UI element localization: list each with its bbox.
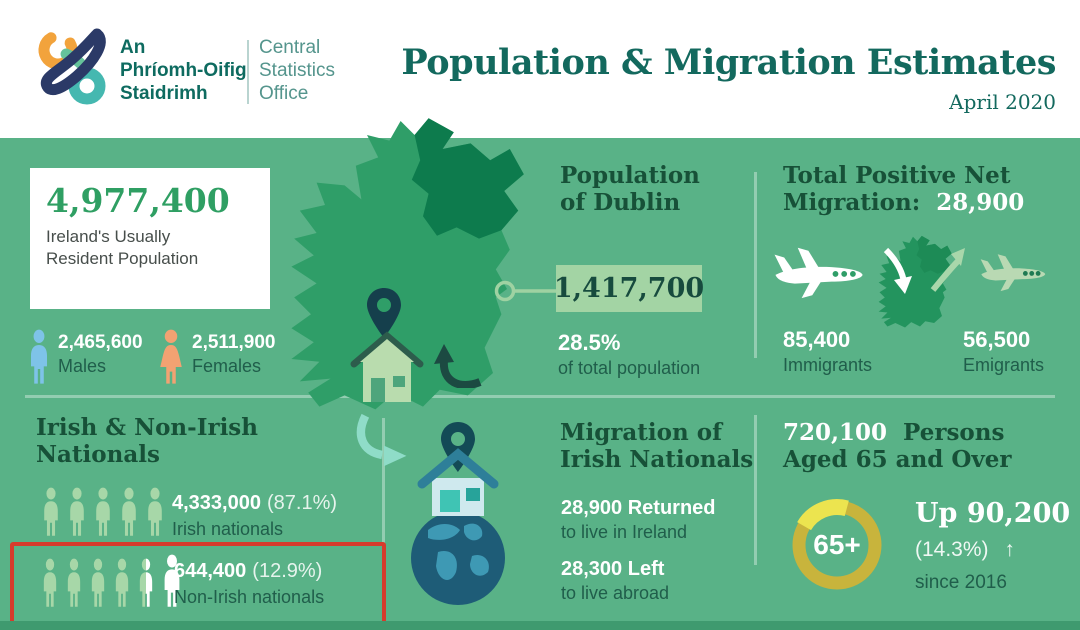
cso-logo-icon [38,28,106,105]
horizontal-divider [25,395,1055,398]
dublin-value: 1,417,700 [553,273,705,304]
dublin-pct-label: of total population [558,358,701,378]
net-migration-heading-line2: Migration: 28,900 [783,188,1025,217]
net-migration-prefix: Migration: [783,188,921,216]
org-english-line: Statistics [259,60,336,81]
person-icon [40,487,62,537]
aged65-up-value: Up 90,200 [915,498,1071,529]
non-irish-nationals-label: Non-Irish nationals [174,587,325,607]
aged65-heading-line1: 720,100 Persons [783,419,1012,447]
returned-label: to live in Ireland [561,522,688,542]
aged65-donut-icon [792,499,882,590]
dublin-heading: Population of Dublin [560,162,700,216]
emigration-plane-icon [975,250,1053,294]
resident-label-line: Resident Population [46,249,199,269]
female-icon [156,329,186,385]
non-irish-nationals-value: 644,400 (12.9%) [174,560,322,583]
inward-arrow-icon [883,247,912,294]
males-value: 2,465,600 [58,332,143,353]
left-label: to live abroad [561,583,670,603]
resident-label-line: Ireland's Usually [46,227,171,246]
net-migration-heading-line1: Total Positive Net [783,162,1011,189]
logo-divider [247,40,249,104]
male-icon [26,329,52,385]
person-icon [144,487,166,537]
irish-migration-heading-line: Irish Nationals [560,445,754,473]
org-english-line: Central [259,37,321,58]
vertical-divider-bottom-left [382,418,385,603]
dublin-heading-line: of Dublin [560,188,681,216]
aged65-value: 720,100 [783,419,888,446]
irish-nationals-pictogram [40,487,166,537]
org-irish-line: Staidrimh [120,83,208,104]
emigrate-arrow-icon [356,413,407,467]
irish-nationals-label: Irish nationals [172,519,284,539]
outward-arrow-icon [930,248,965,292]
aged65-up-pct: (14.3%) [915,538,989,561]
vertical-divider-bottom-right [754,415,757,565]
nationals-heading-line: Nationals [36,440,160,468]
highlight-annotation-box [10,542,386,626]
females-value: 2,511,900 [192,332,276,353]
house-icon [350,331,424,402]
org-name-english: Central Statistics Office [259,36,335,105]
emigrants-label: Emigrants [963,355,1045,375]
net-migration-heading: Total Positive Net Migration: 28,900 [783,162,1025,217]
immigrants-label: Immigrants [783,355,873,375]
immigration-plane-icon [770,242,870,302]
aged65-badge: 65+ [813,529,861,560]
aged65-up-pct-row: (14.3%) ↑ [915,538,1015,562]
irish-pct: (87.1%) [266,492,338,514]
globe-house-icon [411,422,505,605]
aged65-heading-line2: Aged 65 and Over [783,445,1012,473]
page-title: Population & Migration Estimates [401,42,1056,83]
header-bar: An Phríomh-Oifig Staidrimh Central Stati… [0,0,1080,138]
resident-population-label: Ireland's Usually Resident Population [46,226,254,271]
org-english-line: Office [259,83,309,104]
net-migration-value: 28,900 [936,188,1025,216]
dublin-callout-connector [494,280,558,302]
person-icon [92,487,114,537]
org-irish-line: Phríomh-Oifig [120,60,247,81]
return-arrow-icon [434,344,482,388]
org-name-irish: An Phríomh-Oifig Staidrimh [120,36,247,105]
person-icon [118,487,140,537]
aged65-rest: Persons [903,419,1005,446]
date-label: April 2020 [949,90,1056,114]
org-irish-line: An [120,37,146,58]
returned-value: 28,900 Returned [561,497,716,519]
aged65-heading: 720,100 Persons Aged 65 and Over [783,419,1012,473]
resident-population-value: 4,977,400 [46,181,230,220]
males-label: Males [58,356,107,376]
emigrants-value: 56,500 [963,327,1031,352]
person-icon [66,487,88,537]
vertical-divider-top [754,172,757,358]
resident-population-card: 4,977,400 Ireland's Usually Resident Pop… [30,168,270,309]
left-value: 28,300 Left [561,558,665,580]
irish-value: 4,333,000 [172,492,261,514]
irish-nationals-value: 4,333,000 (87.1%) [172,492,337,515]
dublin-heading-line: Population [560,162,700,189]
immigrants-value: 85,400 [783,327,851,352]
bottom-strip [0,621,1080,630]
non-irish-value: 644,400 [174,560,247,582]
nationals-heading-line: Irish & Non-Irish [36,414,258,441]
dublin-pct: 28.5% [558,330,621,355]
irish-migration-heading: Migration of Irish Nationals [560,419,754,473]
non-irish-pct: (12.9%) [252,560,323,582]
irish-migration-heading-line: Migration of [560,419,722,446]
nationals-heading: Irish & Non-Irish Nationals [36,414,258,468]
up-arrow-icon: ↑ [1004,538,1015,561]
aged65-since: since 2016 [915,572,1007,593]
females-label: Females [192,356,262,376]
dublin-value-box: 1,417,700 [553,265,705,312]
